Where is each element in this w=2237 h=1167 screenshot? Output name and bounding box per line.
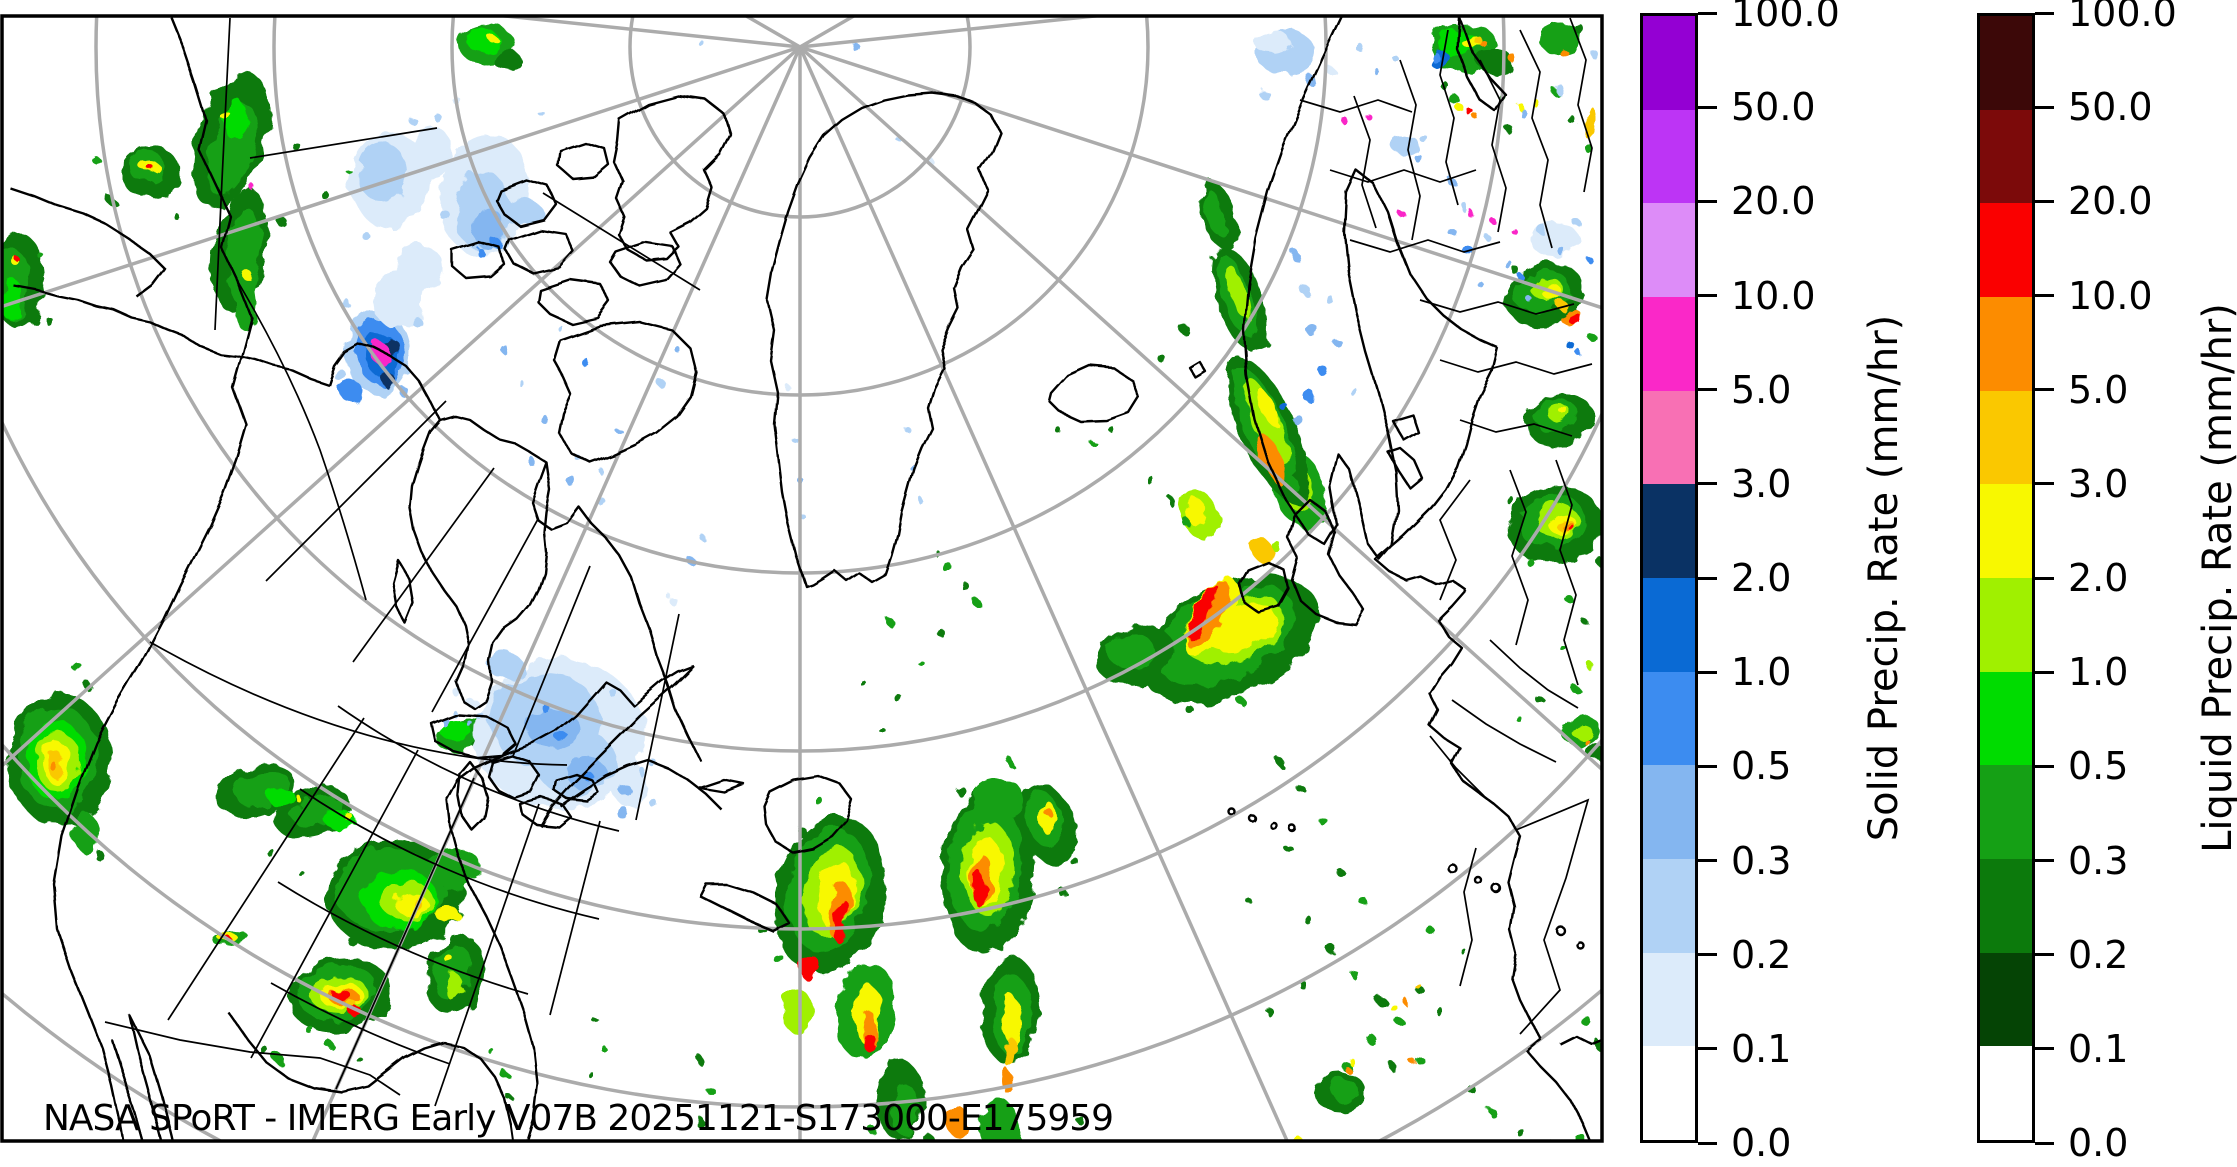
colorbar-solid-axis-label: Solid Precip. Rate (mm/hr) [1861, 314, 1907, 842]
colorbar-segment [1643, 109, 1695, 204]
colorbar-tick-label: 0.5 [1731, 744, 1792, 789]
colorbar-liquid-bar [1977, 13, 2035, 1143]
colorbar-tick-label: 1.0 [2068, 650, 2129, 695]
colorbar-tick-label: 0.0 [2068, 1121, 2129, 1165]
colorbar-tick [1698, 764, 1717, 768]
colorbar-tick [1698, 199, 1717, 203]
colorbar-segment [1643, 952, 1695, 1047]
colorbar-tick [1698, 1141, 1717, 1145]
colorbar-tick-label: 1.0 [1731, 650, 1792, 695]
map-annotation: NASA SPoRT - IMERG Early V07B 20251121-S… [43, 1098, 1114, 1139]
colorbar-tick-label: 50.0 [2068, 85, 2153, 130]
colorbar-segment [1643, 671, 1695, 766]
colorbar-tick [2035, 670, 2054, 674]
colorbar-tick-label: 3.0 [1731, 461, 1792, 506]
colorbar-segment [1980, 16, 2032, 110]
colorbar-tick [2035, 482, 2054, 486]
colorbar-segment [1980, 1046, 2032, 1141]
colorbar-tick [2035, 199, 2054, 203]
colorbar-tick [1698, 576, 1717, 580]
colorbar-tick [1698, 11, 1717, 15]
colorbar-tick [2035, 294, 2054, 297]
colorbar-tick [2035, 953, 2054, 957]
colorbar-tick-label: 10.0 [1731, 273, 1816, 318]
colorbar-segment [1980, 765, 2032, 860]
colorbar-tick [1698, 388, 1717, 392]
colorbar-segment [1980, 484, 2032, 579]
colorbar-segment [1980, 578, 2032, 672]
colorbar-tick [2035, 764, 2054, 768]
precipitation-liquid [2, 22, 1602, 1141]
colorbar-tick-label: 0.2 [1731, 932, 1792, 977]
colorbar-segment [1643, 390, 1695, 485]
colorbar-solid-precip: 0.0 0.1 0.2 0.3 0.5 1.0 2.0 3.0 5.0 10.0 20.0 50.0 1… [1640, 0, 1900, 1165]
colorbar-tick [2035, 1141, 2054, 1145]
political-borders [104, 17, 1593, 1107]
colorbar-tick-label: 0.1 [1731, 1026, 1792, 1071]
colorbar-tick [1698, 953, 1717, 957]
colorbar-segment [1980, 203, 2032, 298]
colorbar-segment [1980, 859, 2032, 953]
colorbar-tick-label: 100.0 [1731, 0, 1840, 35]
colorbar-tick-label: 20.0 [1731, 179, 1816, 224]
colorbar-tick [1698, 105, 1717, 109]
colorbar-segment [1643, 1046, 1695, 1141]
colorbar-segment [1980, 297, 2032, 391]
colorbar-tick [2035, 1047, 2054, 1051]
colorbar-segment [1643, 765, 1695, 860]
map-frame [0, 14, 1604, 1143]
colorbar-tick [2035, 388, 2054, 392]
colorbar-tick [1698, 482, 1717, 486]
colorbar-tick [2035, 105, 2054, 109]
colorbar-tick [1698, 1047, 1717, 1051]
colorbar-tick-label: 50.0 [1731, 85, 1816, 130]
colorbar-segment [1643, 484, 1695, 579]
colorbar-tick [2035, 859, 2054, 862]
colorbar-segment [1980, 109, 2032, 204]
coastlines [9, 16, 1602, 1141]
colorbar-tick-label: 0.5 [2068, 744, 2129, 789]
colorbar-tick-label: 2.0 [1731, 556, 1792, 600]
colorbar-tick [1698, 859, 1717, 862]
colorbar-liquid-axis-label: Liquid Precip. Rate (mm/hr) [2195, 303, 2237, 853]
colorbar-tick-label: 10.0 [2068, 273, 2153, 318]
colorbar-tick-label: 2.0 [2068, 556, 2129, 600]
colorbar-segment [1643, 578, 1695, 672]
colorbar-tick-label: 0.2 [2068, 932, 2129, 977]
colorbar-tick-label: 0.0 [1731, 1121, 1792, 1165]
colorbar-tick-label: 5.0 [1731, 367, 1792, 412]
colorbar-segment [1643, 16, 1695, 110]
colorbar-segment [1980, 671, 2032, 766]
colorbar-tick-label: 20.0 [2068, 179, 2153, 224]
colorbar-tick-label: 3.0 [2068, 461, 2129, 506]
colorbar-segment [1980, 952, 2032, 1047]
colorbar-tick-label: 5.0 [2068, 367, 2129, 412]
colorbar-solid-bar [1640, 13, 1698, 1143]
colorbar-segment [1980, 390, 2032, 485]
colorbar-segment [1643, 297, 1695, 391]
colorbar-segment [1643, 859, 1695, 953]
colorbar-liquid-precip: 0.0 0.1 0.2 0.3 0.5 1.0 2.0 3.0 5.0 10.0 20.0 50.0 1… [1977, 0, 2237, 1165]
colorbar-tick-label: 0.3 [2068, 838, 2129, 883]
colorbar-tick-label: 100.0 [2068, 0, 2177, 35]
colorbar-tick [1698, 670, 1717, 674]
colorbar-tick [2035, 576, 2054, 580]
colorbar-tick [1698, 294, 1717, 297]
colorbar-tick-label: 0.1 [2068, 1026, 2129, 1071]
colorbar-tick [2035, 11, 2054, 15]
colorbar-tick-label: 0.3 [1731, 838, 1792, 883]
colorbar-segment [1643, 203, 1695, 298]
